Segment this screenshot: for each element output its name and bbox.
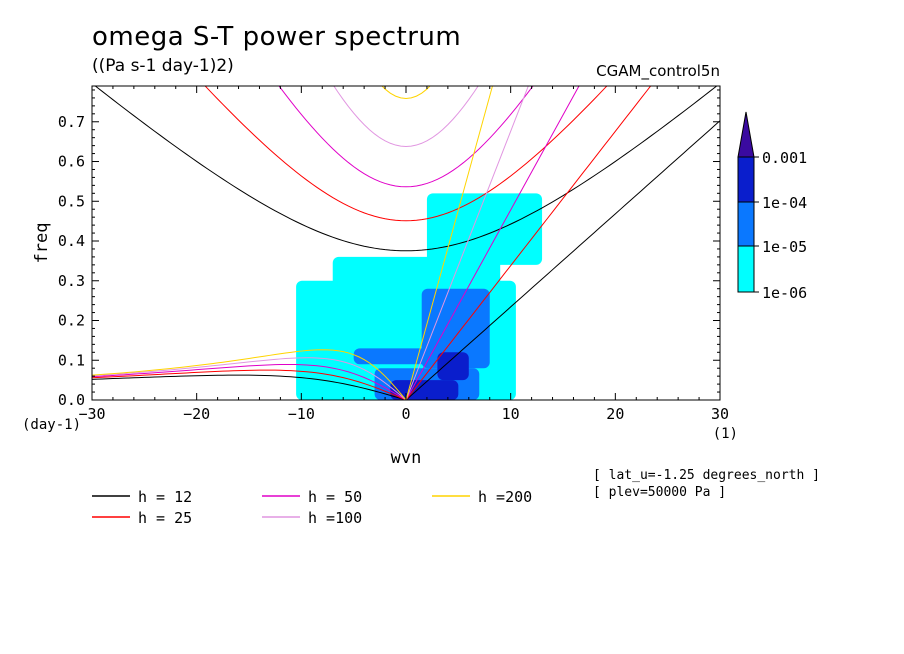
rossby-curve-h50 bbox=[92, 363, 407, 400]
y-tick-label: 0.6 bbox=[58, 153, 85, 171]
chart-units: ((Pa s-1 day-1)2) bbox=[92, 56, 234, 76]
rossby-curve-h25 bbox=[92, 369, 407, 400]
y-tick-label: 0.5 bbox=[58, 192, 85, 210]
gravity-curve-h12 bbox=[94, 86, 718, 252]
colorbar-segment-2 bbox=[737, 201, 755, 247]
chart-title: omega S-T power spectrum bbox=[92, 22, 462, 52]
kelvin-curve-h100 bbox=[405, 86, 529, 400]
y-tick-label: 0.3 bbox=[58, 272, 85, 290]
legend: h = 12 h = 25 h = 50 h =100 h =200 bbox=[92, 488, 532, 527]
x-axis-label: wvn bbox=[391, 448, 422, 468]
colorbar-label: 1e-06 bbox=[762, 284, 807, 302]
colorbar-segment-3 bbox=[737, 156, 755, 203]
x-tick-label: 0 bbox=[401, 405, 410, 423]
rossby-curve-h12 bbox=[92, 374, 407, 400]
y-axis-label: freq bbox=[32, 223, 52, 264]
y-tick-label: 0.4 bbox=[58, 232, 85, 250]
colorbar-segment-1 bbox=[737, 245, 755, 293]
legend-label: h =200 bbox=[478, 488, 532, 506]
y-tick-label: 0.2 bbox=[58, 312, 85, 330]
rossby-curve-h100 bbox=[92, 357, 407, 400]
power-region-8 bbox=[437, 352, 469, 381]
kelvin-curve-h25 bbox=[405, 86, 652, 400]
axes: −30 −20 −10 0 10 20 30 0.0 0.1 0.2 0.3 0.4 0.5 0.6 0.7… bbox=[22, 86, 738, 468]
x-tick-label: 10 bbox=[502, 405, 520, 423]
kelvin-curve-h12 bbox=[405, 120, 720, 400]
dataset-label: CGAM_control5n bbox=[596, 62, 720, 80]
legend-label: h = 12 bbox=[138, 488, 192, 506]
info-latitude: [ lat_u=-1.25 degrees_north ] bbox=[593, 468, 820, 483]
x-tick-label: −10 bbox=[288, 405, 315, 423]
x-tick-label: 20 bbox=[606, 405, 624, 423]
colorbar-extend-triangle bbox=[737, 111, 755, 158]
x-tick-label: 30 bbox=[711, 405, 729, 423]
info-plev: [ plev=50000 Pa ] bbox=[593, 485, 727, 500]
x-units-label: (1) bbox=[713, 426, 738, 442]
kelvin-curve-h200 bbox=[405, 86, 494, 400]
colorbar-label: 0.001 bbox=[762, 149, 807, 167]
power-region-3 bbox=[426, 193, 543, 265]
legend-label: h = 50 bbox=[308, 488, 362, 506]
colorbar-label: 1e-04 bbox=[762, 194, 807, 212]
power-region-6 bbox=[421, 288, 490, 369]
colorbar: 1e-06 1e-05 1e-04 0.001 bbox=[737, 111, 807, 302]
y-tick-label: 0.7 bbox=[58, 113, 85, 131]
gravity-curve-h25 bbox=[204, 86, 608, 222]
kelvin-curve-h50 bbox=[405, 86, 580, 400]
dispersion-curves bbox=[92, 86, 720, 400]
gravity-curve-h100 bbox=[333, 86, 479, 147]
gravity-curve-h200 bbox=[381, 86, 431, 100]
y-units-label: (day-1) bbox=[22, 417, 81, 433]
legend-label: h = 25 bbox=[138, 509, 192, 527]
power-region-4 bbox=[353, 348, 427, 365]
y-tick-label: 0.0 bbox=[58, 391, 85, 409]
colorbar-label: 1e-05 bbox=[762, 238, 807, 256]
legend-label: h =100 bbox=[308, 509, 362, 527]
gravity-curve-h50 bbox=[278, 86, 534, 188]
power-fill bbox=[296, 193, 543, 400]
rossby-curve-h200 bbox=[92, 349, 407, 400]
x-tick-label: −20 bbox=[183, 405, 210, 423]
x-tick-label: −30 bbox=[78, 405, 105, 423]
y-tick-label: 0.1 bbox=[58, 351, 85, 369]
